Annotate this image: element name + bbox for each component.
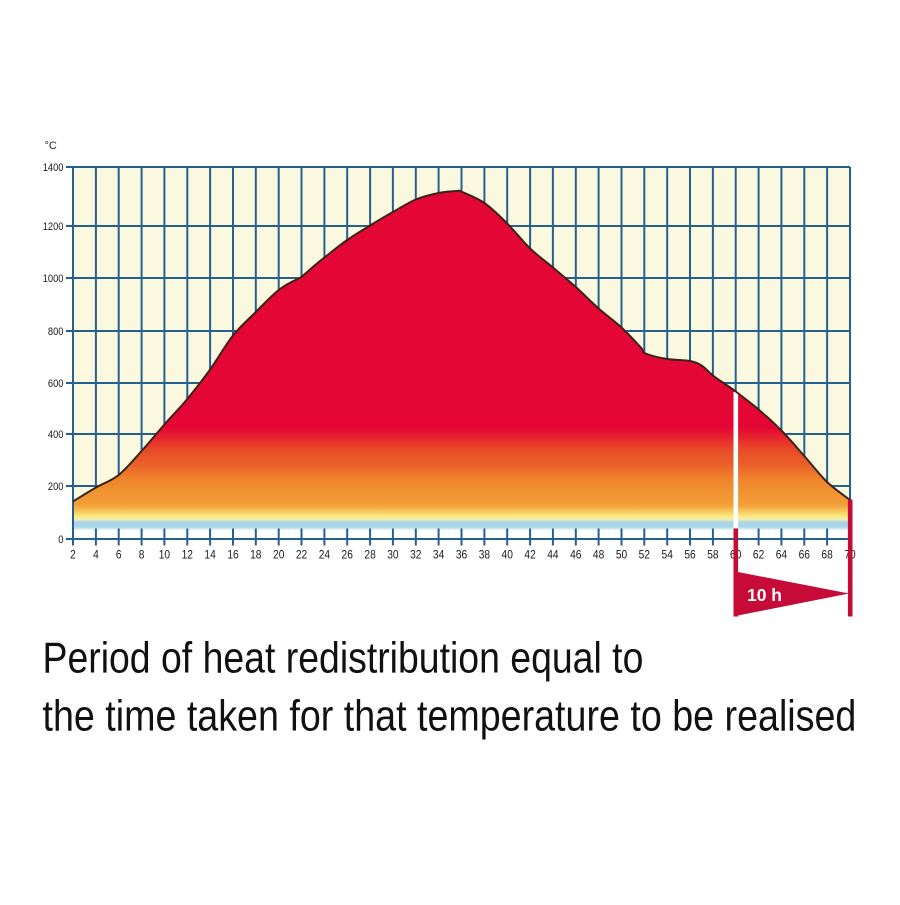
svg-text:8: 8 bbox=[139, 549, 145, 562]
svg-text:66: 66 bbox=[799, 549, 810, 562]
svg-text:38: 38 bbox=[479, 549, 490, 562]
svg-text:48: 48 bbox=[593, 549, 604, 562]
svg-text:the time taken for that temper: the time taken for that temperature to b… bbox=[43, 691, 857, 740]
svg-text:44: 44 bbox=[547, 549, 558, 562]
svg-text:16: 16 bbox=[227, 549, 238, 562]
svg-text:32: 32 bbox=[410, 549, 421, 562]
svg-text:26: 26 bbox=[342, 549, 353, 562]
svg-text:42: 42 bbox=[524, 549, 535, 562]
svg-text:34: 34 bbox=[433, 549, 444, 562]
svg-text:200: 200 bbox=[48, 481, 64, 493]
svg-text:6: 6 bbox=[116, 549, 122, 562]
svg-text:22: 22 bbox=[296, 549, 307, 562]
svg-text:0: 0 bbox=[58, 534, 63, 546]
svg-text:10: 10 bbox=[159, 549, 170, 562]
svg-text:68: 68 bbox=[821, 549, 832, 562]
svg-text:14: 14 bbox=[204, 549, 215, 562]
svg-text:10 h: 10 h bbox=[747, 585, 782, 605]
svg-text:18: 18 bbox=[250, 549, 261, 562]
svg-text:56: 56 bbox=[684, 549, 695, 562]
svg-text:58: 58 bbox=[707, 549, 718, 562]
svg-text:24: 24 bbox=[319, 549, 330, 562]
svg-text:1400: 1400 bbox=[43, 162, 64, 174]
svg-text:600: 600 bbox=[48, 378, 64, 390]
svg-text:54: 54 bbox=[662, 549, 673, 562]
svg-text:Period of heat redistribution: Period of heat redistribution equal to bbox=[43, 633, 644, 683]
svg-text:800: 800 bbox=[48, 326, 64, 338]
svg-text:28: 28 bbox=[364, 549, 375, 562]
svg-text:52: 52 bbox=[639, 549, 650, 562]
svg-text:62: 62 bbox=[753, 549, 764, 562]
svg-text:1000: 1000 bbox=[43, 273, 64, 285]
svg-text:2: 2 bbox=[70, 549, 76, 562]
svg-text:30: 30 bbox=[387, 549, 398, 562]
svg-text:20: 20 bbox=[273, 549, 284, 562]
svg-text:1200: 1200 bbox=[43, 221, 64, 233]
svg-text:46: 46 bbox=[570, 549, 581, 562]
svg-text:12: 12 bbox=[182, 549, 193, 562]
svg-text:4: 4 bbox=[93, 549, 99, 562]
svg-text:36: 36 bbox=[456, 549, 467, 562]
svg-text:40: 40 bbox=[502, 549, 513, 562]
svg-text:50: 50 bbox=[616, 549, 627, 562]
svg-text:64: 64 bbox=[776, 549, 787, 562]
svg-text:400: 400 bbox=[48, 429, 64, 441]
svg-text:°C: °C bbox=[45, 140, 57, 152]
